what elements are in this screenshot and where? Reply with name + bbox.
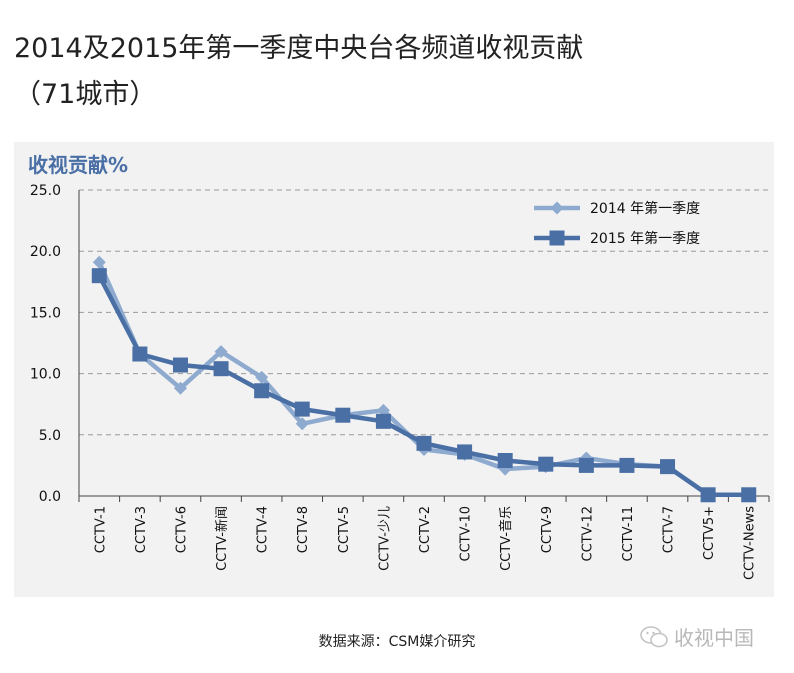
watermark-text: 收视中国 xyxy=(674,626,754,650)
data-point xyxy=(91,268,107,284)
y-tick-label: 25.0 xyxy=(30,183,61,199)
data-point xyxy=(457,444,473,460)
data-point xyxy=(538,456,554,472)
y-tick-label: 20.0 xyxy=(30,244,61,260)
data-point xyxy=(335,407,351,423)
x-tick-label: CCTV-News xyxy=(743,506,758,580)
chart-panel: 收视贡献% 0.0 5.0 10.0 15.0 20.0 25.0 CCTV-1 CCTV-3 C… xyxy=(14,142,774,597)
data-point xyxy=(700,487,716,503)
x-tick-label: CCTV-新闻 xyxy=(214,506,230,571)
series-line xyxy=(97,274,749,498)
data-point xyxy=(741,487,757,503)
page-title: 2014及2015年第一季度中央台各频道收视贡献 （71城市） xyxy=(14,33,584,110)
data-point xyxy=(255,370,269,384)
data-point xyxy=(660,459,676,475)
x-tick-label: CCTV-3 xyxy=(134,506,149,553)
line-chart: 收视贡献% 0.0 5.0 10.0 15.0 20.0 25.0 CCTV-1 CCTV-3 C… xyxy=(28,153,770,580)
x-tick-label: CCTV-7 xyxy=(662,506,677,553)
x-tick-label: CCTV-少儿 xyxy=(377,506,392,571)
x-tick-label: CCTV-4 xyxy=(256,506,271,553)
y-tick-label: 15.0 xyxy=(30,305,61,321)
data-point xyxy=(375,413,391,429)
legend-label: 2015 年第一季度 xyxy=(590,230,700,247)
x-tick-label: CCTV-2 xyxy=(418,506,433,553)
y-tick-label: 0.0 xyxy=(39,489,61,505)
watermark: 收视中国 xyxy=(640,622,754,651)
data-point xyxy=(172,357,188,373)
x-tick-label: CCTV5+ xyxy=(702,506,717,560)
legend-label: 2014 年第一季度 xyxy=(590,200,700,217)
data-point xyxy=(578,457,594,473)
x-tick-label: CCTV-6 xyxy=(174,506,189,553)
data-point xyxy=(132,346,148,362)
x-tick-label: CCTV-12 xyxy=(580,506,595,561)
data-source-note: 数据来源：CSM媒介研究 xyxy=(318,634,476,650)
data-point xyxy=(376,403,390,417)
legend-marker xyxy=(550,201,564,215)
x-tick-label: CCTV-8 xyxy=(296,506,311,553)
y-tick-label: 5.0 xyxy=(39,428,61,444)
wechat-icon xyxy=(640,625,668,647)
data-point xyxy=(173,381,187,395)
data-point xyxy=(92,255,106,269)
data-point xyxy=(214,345,228,359)
y-axis-title: 收视贡献% xyxy=(28,153,128,177)
y-tick-label: 10.0 xyxy=(30,367,61,383)
series-line xyxy=(97,261,749,498)
data-point xyxy=(619,457,635,473)
legend-marker xyxy=(549,230,565,246)
data-point xyxy=(294,401,310,417)
x-tick-label: CCTV-5 xyxy=(337,506,352,553)
data-point xyxy=(254,383,270,399)
x-tick-label: CCTV-音乐 xyxy=(498,506,514,571)
data-point xyxy=(295,417,309,431)
data-point xyxy=(416,435,432,451)
x-tick-label: CCTV-11 xyxy=(621,506,636,561)
x-tick-label: CCTV-10 xyxy=(459,506,474,561)
data-point xyxy=(213,361,229,377)
x-tick-label: CCTV-9 xyxy=(540,506,555,553)
data-point xyxy=(497,453,513,469)
x-tick-label: CCTV-1 xyxy=(93,506,108,553)
